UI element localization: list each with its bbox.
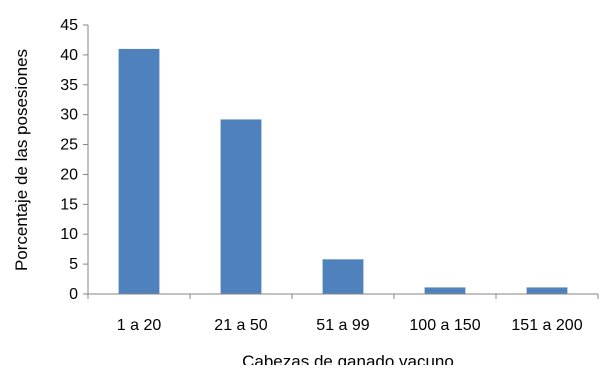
x-tick-label: 1 a 20 xyxy=(117,317,162,334)
bar xyxy=(220,119,262,295)
bar xyxy=(526,287,568,294)
y-tick-label: 15 xyxy=(60,196,78,213)
y-tick-label: 5 xyxy=(69,256,78,273)
bar xyxy=(322,259,364,294)
x-tick-label: 100 a 150 xyxy=(409,317,480,334)
y-tick-label: 25 xyxy=(60,137,78,154)
bar xyxy=(424,287,466,294)
x-axis-title: Cabezas de ganado vacuno xyxy=(242,352,454,365)
x-axis-ticks: 1 a 20 21 a 50 51 a 99 100 a 150 151 a 200 xyxy=(87,294,599,334)
y-axis-ticks: 0 5 10 15 20 25 30 35 40 45 xyxy=(60,17,88,303)
bars xyxy=(118,48,568,295)
x-tick-label: 21 a 50 xyxy=(214,317,267,334)
y-tick-label: 10 xyxy=(60,226,78,243)
y-tick-label: 20 xyxy=(60,166,78,183)
y-axis-title: Porcentaje de las posesiones xyxy=(12,49,31,271)
x-tick-label: 151 a 200 xyxy=(511,317,582,334)
y-tick-label: 35 xyxy=(60,77,78,94)
y-tick-label: 45 xyxy=(60,17,78,34)
y-tick-label: 0 xyxy=(69,286,78,303)
y-tick-label: 30 xyxy=(60,107,78,124)
bar xyxy=(118,48,160,295)
x-tick-label: 51 a 99 xyxy=(316,317,369,334)
y-tick-label: 40 xyxy=(60,47,78,64)
